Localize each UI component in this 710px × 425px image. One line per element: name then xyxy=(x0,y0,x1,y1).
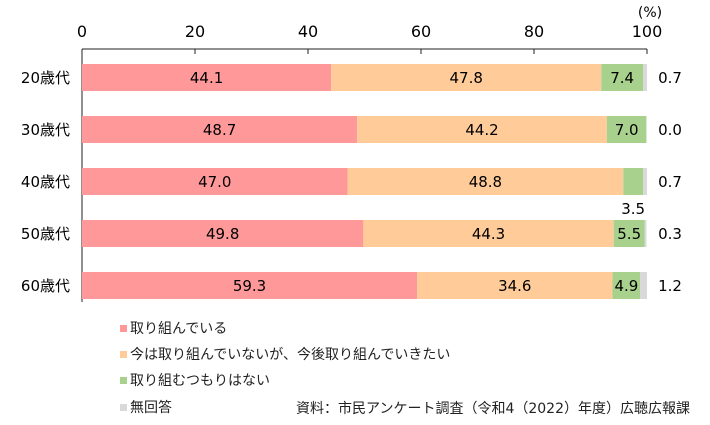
x-tick-label: 20 xyxy=(185,22,205,41)
bar-segment xyxy=(82,64,332,91)
category-label: 60歳代 xyxy=(21,277,70,295)
data-label: 7.4 xyxy=(610,69,634,87)
legend-item: 無回答 xyxy=(120,397,172,417)
x-tick-label: 60 xyxy=(411,22,431,41)
data-label: 0.0 xyxy=(658,121,682,139)
data-label: 0.7 xyxy=(658,173,682,191)
legend-item: 取り組んでいる xyxy=(120,318,227,338)
legend-label: 取り組んでいる xyxy=(130,321,228,337)
unit-label: (%) xyxy=(638,5,662,21)
data-label: 3.5 xyxy=(621,200,645,218)
data-label: 59.3 xyxy=(233,277,266,295)
bar-segment xyxy=(644,220,647,247)
data-label: 1.2 xyxy=(658,277,682,295)
bar-segment xyxy=(82,116,358,143)
legend-swatch xyxy=(120,324,127,332)
bar-segment xyxy=(606,116,647,143)
bar-segment xyxy=(612,272,641,299)
data-label: 44.2 xyxy=(465,121,498,139)
data-label: 0.7 xyxy=(658,69,682,87)
x-tick-label: 100 xyxy=(632,22,663,41)
data-label: 7.0 xyxy=(615,121,639,139)
legend-swatch xyxy=(120,403,127,411)
data-label: 0.3 xyxy=(658,225,682,243)
bar-segment xyxy=(417,272,613,299)
legend-swatch xyxy=(120,350,127,358)
legend-swatch xyxy=(120,376,127,384)
x-tick-label: 80 xyxy=(524,22,544,41)
category-label: 40歳代 xyxy=(21,173,70,191)
bar-segment xyxy=(613,220,645,247)
bar-segment xyxy=(357,116,607,143)
data-label: 5.5 xyxy=(617,225,641,243)
bar-segment xyxy=(643,64,647,91)
category-label: 30歳代 xyxy=(21,121,70,139)
bar-segment xyxy=(601,64,644,91)
bar-segment xyxy=(643,168,647,195)
legend-item: 今は取り組んでいないが、今後取り組んでいきたい xyxy=(120,344,450,364)
category-label: 20歳代 xyxy=(21,69,70,87)
data-label: 47.0 xyxy=(198,173,231,191)
bar-segment xyxy=(82,168,348,195)
bar-segment xyxy=(82,220,364,247)
legend-label: 今は取り組んでいないが、今後取り組んでいきたい xyxy=(130,347,451,363)
legend-item: 取り組むつもりはない xyxy=(120,370,270,390)
x-tick-label: 40 xyxy=(298,22,318,41)
data-label: 44.3 xyxy=(472,225,505,243)
legend-label: 無回答 xyxy=(130,400,172,416)
source-note: 資料：市民アンケート調査（令和4（2022）年度）広聴広報課 xyxy=(296,401,690,417)
x-tick-label: 0 xyxy=(77,22,87,41)
bar-segment xyxy=(623,168,644,195)
data-label: 48.8 xyxy=(469,173,502,191)
bar-segment xyxy=(347,168,624,195)
data-label: 49.8 xyxy=(206,225,239,243)
legend-label: 取り組むつもりはない xyxy=(130,373,270,389)
data-label: 44.1 xyxy=(190,69,223,87)
bar-segment xyxy=(363,220,614,247)
data-label: 34.6 xyxy=(498,277,531,295)
data-label: 4.9 xyxy=(614,277,638,295)
bar-segment xyxy=(331,64,602,91)
bar-segment xyxy=(640,272,647,299)
bar-segment xyxy=(82,272,418,299)
data-label: 48.7 xyxy=(203,121,236,139)
category-label: 50歳代 xyxy=(21,225,70,243)
data-label: 47.8 xyxy=(449,69,482,87)
